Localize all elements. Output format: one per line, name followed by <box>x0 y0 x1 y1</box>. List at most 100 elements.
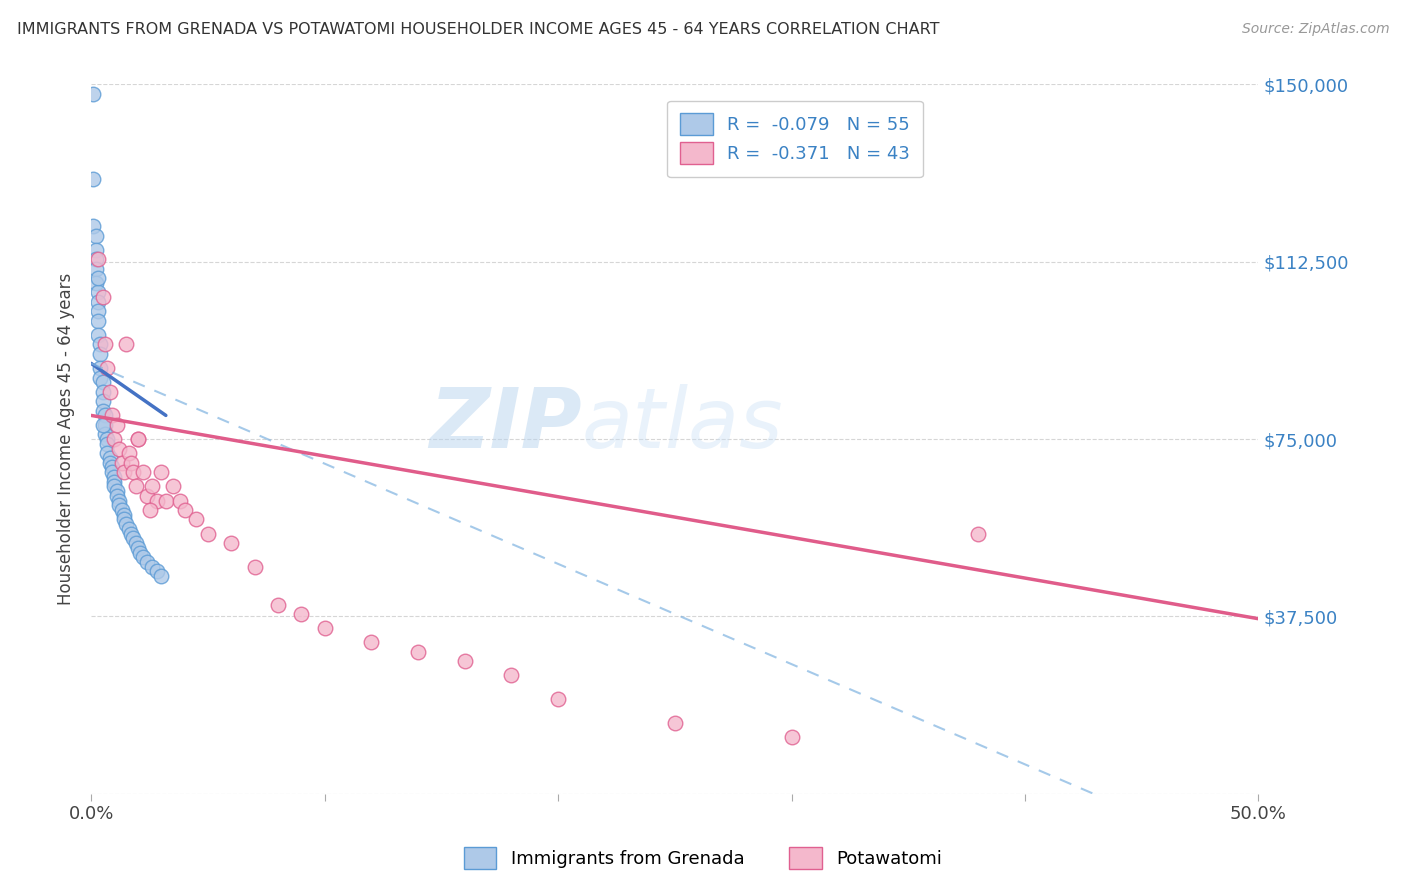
Point <box>173 503 195 517</box>
Point <box>89 337 111 351</box>
Point <box>129 545 152 559</box>
Point <box>87 285 110 300</box>
Point <box>150 569 173 583</box>
Point <box>136 555 159 569</box>
Point <box>131 465 153 479</box>
Point <box>136 489 159 503</box>
Point <box>150 465 173 479</box>
Point <box>91 384 114 399</box>
Point <box>98 384 121 399</box>
Point <box>84 261 107 276</box>
Point <box>89 361 111 376</box>
Point <box>131 550 153 565</box>
Text: atlas: atlas <box>582 384 783 466</box>
Point <box>87 314 110 328</box>
Point <box>105 484 128 499</box>
Point <box>101 465 124 479</box>
Point <box>98 450 121 465</box>
Point <box>87 304 110 318</box>
Point <box>103 470 125 484</box>
Point <box>112 508 135 522</box>
Point <box>780 730 803 744</box>
Point <box>267 598 290 612</box>
Point <box>120 456 142 470</box>
Point <box>145 493 167 508</box>
Point <box>124 479 146 493</box>
Point <box>155 493 177 508</box>
Point <box>454 654 477 668</box>
Point <box>127 432 149 446</box>
Point <box>96 437 118 451</box>
Point <box>115 517 138 532</box>
Point <box>91 290 114 304</box>
Point <box>141 559 163 574</box>
Point <box>117 522 139 536</box>
Point <box>290 607 312 621</box>
Point <box>110 456 132 470</box>
Point <box>96 432 118 446</box>
Point <box>108 493 131 508</box>
Point <box>82 172 104 186</box>
Text: IMMIGRANTS FROM GRENADA VS POTAWATOMI HOUSEHOLDER INCOME AGES 45 - 64 YEARS CORR: IMMIGRANTS FROM GRENADA VS POTAWATOMI HO… <box>17 22 939 37</box>
Point <box>94 409 117 423</box>
Point <box>138 503 160 517</box>
Point <box>94 337 117 351</box>
Point <box>96 446 118 460</box>
Point <box>87 328 110 343</box>
Point <box>101 460 124 475</box>
Point <box>87 294 110 309</box>
Point <box>84 252 107 267</box>
Point <box>141 479 163 493</box>
Point <box>101 409 124 423</box>
Point <box>169 493 191 508</box>
Point <box>105 417 128 432</box>
Point <box>112 512 135 526</box>
Text: ZIP: ZIP <box>429 384 582 466</box>
Point <box>103 479 125 493</box>
Point <box>84 276 107 290</box>
Point <box>122 532 145 546</box>
Point <box>91 417 114 432</box>
Point <box>110 503 132 517</box>
Point <box>91 403 114 417</box>
Point <box>98 456 121 470</box>
Point <box>186 512 208 526</box>
Point <box>84 228 107 243</box>
Point <box>664 715 686 730</box>
Point <box>91 376 114 390</box>
Point <box>91 394 114 409</box>
Point <box>89 370 111 384</box>
Point <box>108 442 131 456</box>
Point <box>197 526 219 541</box>
Point <box>124 536 146 550</box>
Point <box>360 635 382 649</box>
Point <box>967 526 990 541</box>
Point <box>94 417 117 432</box>
Point <box>103 432 125 446</box>
Point <box>162 479 184 493</box>
Point <box>547 692 569 706</box>
Point <box>96 361 118 376</box>
Point <box>105 489 128 503</box>
Point <box>406 645 429 659</box>
Point <box>127 541 149 555</box>
Point <box>82 87 104 101</box>
Point <box>112 465 135 479</box>
Point <box>243 559 266 574</box>
Point <box>314 621 336 635</box>
Text: Source: ZipAtlas.com: Source: ZipAtlas.com <box>1241 22 1389 37</box>
Point <box>103 475 125 489</box>
Point <box>219 536 242 550</box>
Point <box>87 271 110 285</box>
Y-axis label: Householder Income Ages 45 - 64 years: Householder Income Ages 45 - 64 years <box>58 273 75 605</box>
Point <box>145 565 167 579</box>
Point <box>89 347 111 361</box>
Point <box>501 668 523 682</box>
Point <box>117 446 139 460</box>
Point <box>87 252 110 267</box>
Point <box>84 243 107 257</box>
Point <box>122 465 145 479</box>
Point <box>120 526 142 541</box>
Point <box>94 427 117 442</box>
Point <box>127 432 149 446</box>
